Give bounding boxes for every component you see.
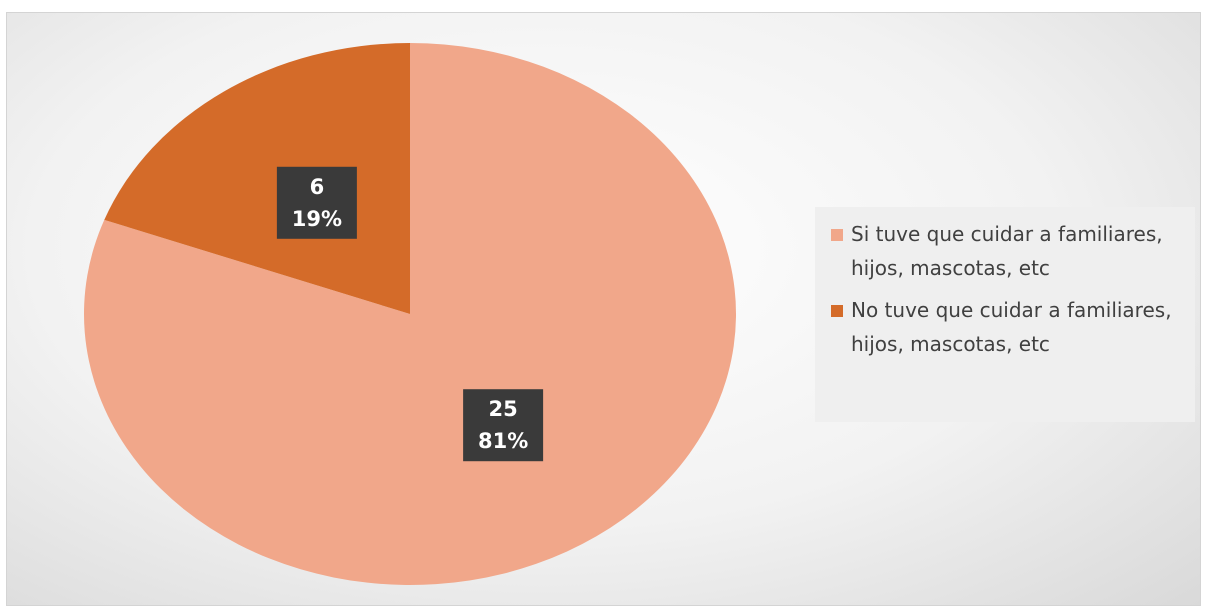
data-label-box [463, 389, 544, 462]
data-label-value: 25 [488, 397, 517, 421]
data-label-percent: 81% [478, 429, 528, 453]
legend-item: No tuve que cuidar a familiares, hijos, … [827, 293, 1183, 361]
legend-item: Si tuve que cuidar a familiares, hijos, … [827, 217, 1183, 285]
pie-slice [83, 43, 737, 586]
data-label-box [276, 166, 357, 239]
pie-slice [104, 43, 410, 314]
legend-swatch [831, 305, 843, 317]
legend: Si tuve que cuidar a familiares, hijos, … [815, 207, 1195, 422]
data-label-value: 6 [310, 175, 325, 199]
data-label-percent: 19% [292, 207, 342, 231]
legend-label: Si tuve que cuidar a familiares, hijos, … [851, 222, 1163, 280]
legend-label: No tuve que cuidar a familiares, hijos, … [851, 298, 1172, 356]
legend-swatch [831, 229, 843, 241]
